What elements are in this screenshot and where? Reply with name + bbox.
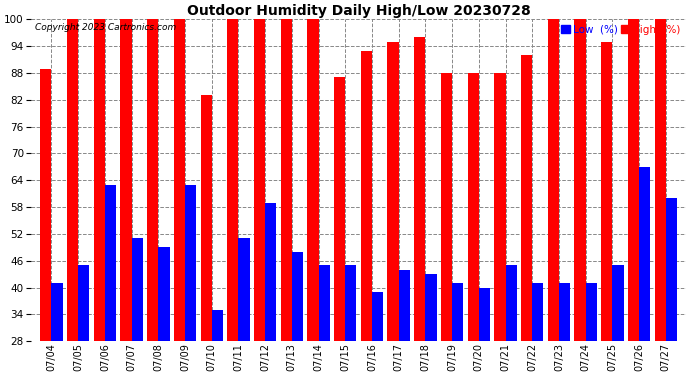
Text: Copyright 2023 Cartronics.com: Copyright 2023 Cartronics.com	[34, 22, 176, 32]
Bar	[655, 20, 666, 375]
Bar	[479, 288, 490, 375]
Bar	[147, 20, 158, 375]
Bar	[639, 167, 650, 375]
Bar	[67, 20, 78, 375]
Bar	[372, 292, 383, 375]
Bar	[212, 310, 223, 375]
Bar	[239, 238, 250, 375]
Bar	[613, 265, 624, 375]
Bar	[334, 78, 345, 375]
Bar	[426, 274, 437, 375]
Bar	[468, 73, 479, 375]
Bar	[388, 42, 399, 375]
Bar	[52, 283, 63, 375]
Bar	[307, 20, 319, 375]
Bar	[521, 55, 532, 375]
Title: Outdoor Humidity Daily High/Low 20230728: Outdoor Humidity Daily High/Low 20230728	[187, 4, 531, 18]
Bar	[548, 20, 559, 375]
Bar	[361, 51, 372, 375]
Bar	[345, 265, 357, 375]
Bar	[281, 20, 292, 375]
Bar	[132, 238, 143, 375]
Bar	[94, 20, 105, 375]
Bar	[575, 20, 586, 375]
Legend: Low  (%), High  (%): Low (%), High (%)	[562, 24, 680, 34]
Bar	[414, 37, 426, 375]
Bar	[628, 20, 639, 375]
Bar	[265, 202, 277, 375]
Bar	[319, 265, 330, 375]
Bar	[506, 265, 517, 375]
Bar	[452, 283, 464, 375]
Bar	[494, 73, 506, 375]
Bar	[292, 252, 303, 375]
Bar	[185, 185, 196, 375]
Bar	[586, 283, 597, 375]
Bar	[174, 20, 185, 375]
Bar	[227, 20, 239, 375]
Bar	[666, 198, 677, 375]
Bar	[601, 42, 613, 375]
Bar	[559, 283, 570, 375]
Bar	[441, 73, 452, 375]
Bar	[105, 185, 116, 375]
Bar	[120, 20, 132, 375]
Bar	[158, 248, 170, 375]
Bar	[40, 69, 52, 375]
Bar	[201, 95, 212, 375]
Bar	[532, 283, 544, 375]
Bar	[254, 20, 265, 375]
Bar	[399, 270, 410, 375]
Bar	[78, 265, 90, 375]
